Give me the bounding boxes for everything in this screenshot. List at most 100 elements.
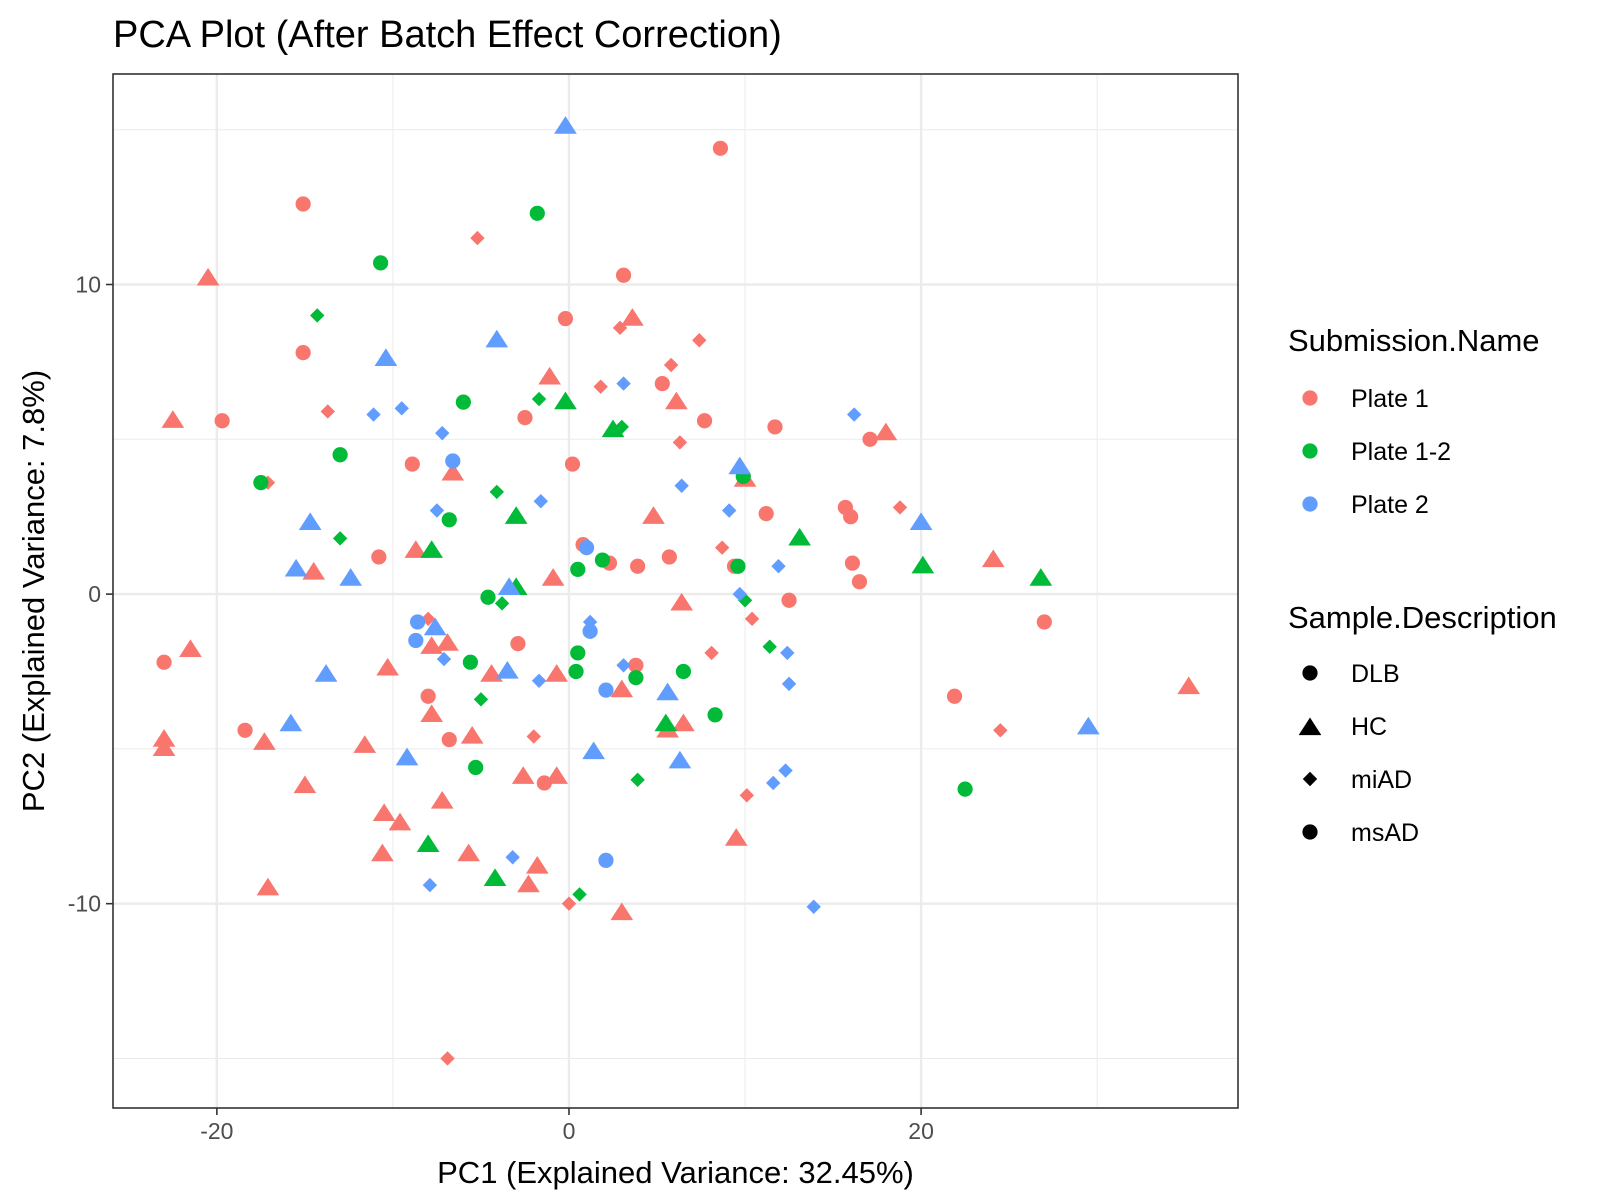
data-point — [771, 559, 786, 574]
data-point — [663, 357, 679, 373]
data-point — [628, 657, 644, 673]
x-tick-label: -20 — [200, 1118, 233, 1144]
data-point — [728, 456, 752, 475]
data-point — [295, 345, 311, 361]
data-point — [422, 877, 438, 893]
data-point — [404, 540, 428, 558]
data-point — [436, 633, 459, 651]
data-point — [851, 574, 868, 590]
data-point — [440, 1051, 455, 1066]
data-point — [714, 540, 730, 555]
minor-gridlines — [113, 74, 1238, 1108]
data-point — [707, 707, 723, 723]
data-point — [788, 527, 811, 546]
data-point — [593, 379, 608, 394]
data-point — [494, 596, 510, 611]
legend-shape-key — [1302, 824, 1318, 840]
data-point — [610, 679, 634, 698]
data-point — [320, 404, 335, 419]
data-point — [525, 856, 549, 874]
legend-color-label: Plate 1-2 — [1351, 438, 1451, 466]
x-axis: -20 0 20 — [200, 1108, 934, 1144]
data-point — [568, 663, 584, 680]
data-point — [373, 255, 389, 271]
data-point — [844, 555, 861, 571]
data-point — [610, 902, 634, 921]
data-point — [582, 741, 605, 760]
data-point — [497, 577, 521, 596]
data-point — [483, 868, 507, 887]
data-point — [253, 732, 276, 750]
data-point — [533, 494, 549, 509]
data-point — [981, 549, 1005, 568]
data-point — [441, 512, 457, 528]
data-point — [601, 419, 625, 438]
data-point — [721, 503, 737, 518]
data-point — [781, 592, 797, 608]
data-point — [531, 673, 547, 688]
data-point — [615, 267, 632, 283]
data-point — [621, 308, 644, 326]
data-point — [423, 617, 447, 636]
data-point — [395, 747, 419, 766]
data-point — [862, 431, 878, 447]
data-point — [874, 422, 898, 441]
data-point — [435, 425, 450, 441]
data-point — [758, 506, 774, 522]
data-point — [310, 308, 325, 323]
data-point — [332, 447, 348, 463]
data-point — [598, 852, 614, 868]
data-point — [781, 676, 797, 692]
legend-sample-description: Sample.Description DLB HC miAD msAD — [1288, 600, 1557, 847]
legend-color-title: Submission.Name — [1288, 323, 1540, 358]
data-point — [429, 503, 445, 518]
data-point — [1029, 568, 1053, 586]
data-point — [445, 453, 461, 469]
plot-panel-border — [112, 73, 1239, 1109]
data-point — [545, 766, 569, 784]
legend-submission-name: Submission.Name Plate 1 Plate 1-2 Plate 2 — [1288, 323, 1540, 519]
data-point — [470, 230, 485, 246]
data-point — [730, 558, 746, 574]
data-point — [505, 850, 520, 865]
data-point — [279, 713, 303, 732]
data-point — [843, 509, 859, 525]
legend-color-label: Plate 1 — [1351, 385, 1429, 413]
y-tick-label: -10 — [68, 891, 101, 917]
data-point — [284, 558, 308, 577]
data-point — [339, 568, 363, 586]
data-point — [441, 462, 465, 481]
data-point — [531, 391, 547, 407]
data-point — [371, 843, 394, 862]
data-point — [529, 205, 545, 221]
data-point — [409, 614, 426, 630]
data-point — [526, 729, 541, 744]
data-point — [554, 116, 577, 134]
legend-shape-label: miAD — [1351, 766, 1412, 794]
data-point — [314, 664, 338, 682]
data-point — [661, 549, 677, 565]
data-point — [517, 410, 533, 426]
data-point — [371, 549, 387, 565]
data-point — [460, 726, 484, 744]
data-point — [511, 766, 535, 784]
data-point — [778, 763, 793, 778]
data-point — [614, 419, 630, 435]
chart-title: PCA Plot (After Batch Effect Correction) — [113, 14, 782, 56]
data-point — [298, 512, 322, 531]
data-point — [510, 636, 526, 652]
data-point — [480, 589, 496, 605]
data-point — [656, 682, 679, 701]
y-tick-label: 0 — [88, 581, 101, 607]
y-axis: -10 0 10 — [68, 272, 113, 917]
data-point — [420, 688, 436, 704]
data-point — [504, 506, 528, 524]
data-point — [179, 639, 202, 657]
data-point — [712, 140, 728, 156]
data-point — [489, 484, 505, 500]
data-point — [668, 750, 692, 769]
legend-shape-label: HC — [1351, 713, 1387, 741]
data-point — [594, 552, 611, 568]
x-axis-title: PC1 (Explained Variance: 32.45%) — [437, 1155, 914, 1190]
